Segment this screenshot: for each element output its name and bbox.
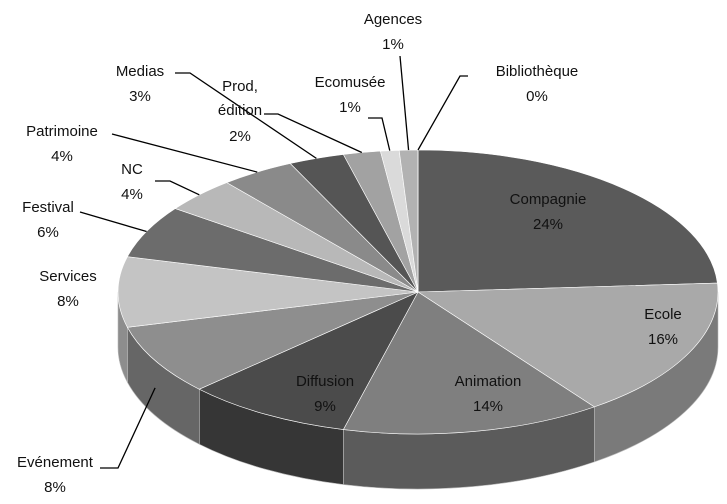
slice-label: Evénement bbox=[17, 454, 94, 471]
slice-value-label: 9% bbox=[314, 398, 336, 415]
leader-line bbox=[399, 55, 410, 151]
slice-value-label: 24% bbox=[533, 216, 563, 233]
slice-label: Ecole bbox=[644, 306, 682, 323]
slice-label: Compagnie bbox=[510, 191, 587, 208]
slice-value-label: 14% bbox=[473, 398, 503, 415]
slice-label: Bibliothèque bbox=[496, 63, 579, 80]
slice-label: Ecomusée bbox=[315, 74, 386, 91]
leader-line bbox=[100, 387, 156, 469]
slice-value-label: 1% bbox=[382, 36, 404, 53]
slice-label: NC bbox=[121, 161, 143, 178]
slice-value-label: 4% bbox=[51, 148, 73, 165]
pie-slice bbox=[126, 291, 419, 390]
slice-label: Services bbox=[39, 268, 97, 285]
leader-line bbox=[368, 117, 391, 151]
slice-label: Animation bbox=[455, 373, 522, 390]
pie-slice bbox=[417, 282, 719, 408]
slice-label: Prod, édition bbox=[218, 78, 262, 119]
label-line: édition bbox=[218, 102, 262, 119]
pie-slice bbox=[117, 256, 419, 328]
pie-slice bbox=[342, 291, 596, 435]
slice-value-label: 0% bbox=[526, 88, 548, 105]
slice-value-label: 1% bbox=[339, 99, 361, 116]
slice-label: Medias bbox=[116, 63, 164, 80]
slice-label: Patrimoine bbox=[26, 123, 98, 140]
slice-value-label: 8% bbox=[57, 293, 79, 310]
pie-slice bbox=[417, 149, 718, 293]
label-line: Prod, bbox=[222, 78, 258, 95]
slice-label: Festival bbox=[22, 199, 74, 216]
leader-line bbox=[175, 72, 317, 159]
leader-line bbox=[264, 113, 363, 154]
pie-slice bbox=[198, 291, 419, 430]
slice-value-label: 16% bbox=[648, 331, 678, 348]
leader-line bbox=[79, 211, 147, 233]
slice-label: Diffusion bbox=[296, 373, 354, 390]
leader-line bbox=[155, 180, 200, 196]
slice-value-label: 3% bbox=[129, 88, 151, 105]
slice-value-label: 8% bbox=[44, 479, 66, 496]
leader-line bbox=[417, 75, 468, 151]
slice-value-label: 6% bbox=[37, 224, 59, 241]
slice-label: Agences bbox=[364, 11, 422, 28]
slice-value-label: 4% bbox=[121, 186, 143, 203]
leader-line bbox=[111, 133, 258, 173]
slice-value-label: 2% bbox=[229, 128, 251, 145]
